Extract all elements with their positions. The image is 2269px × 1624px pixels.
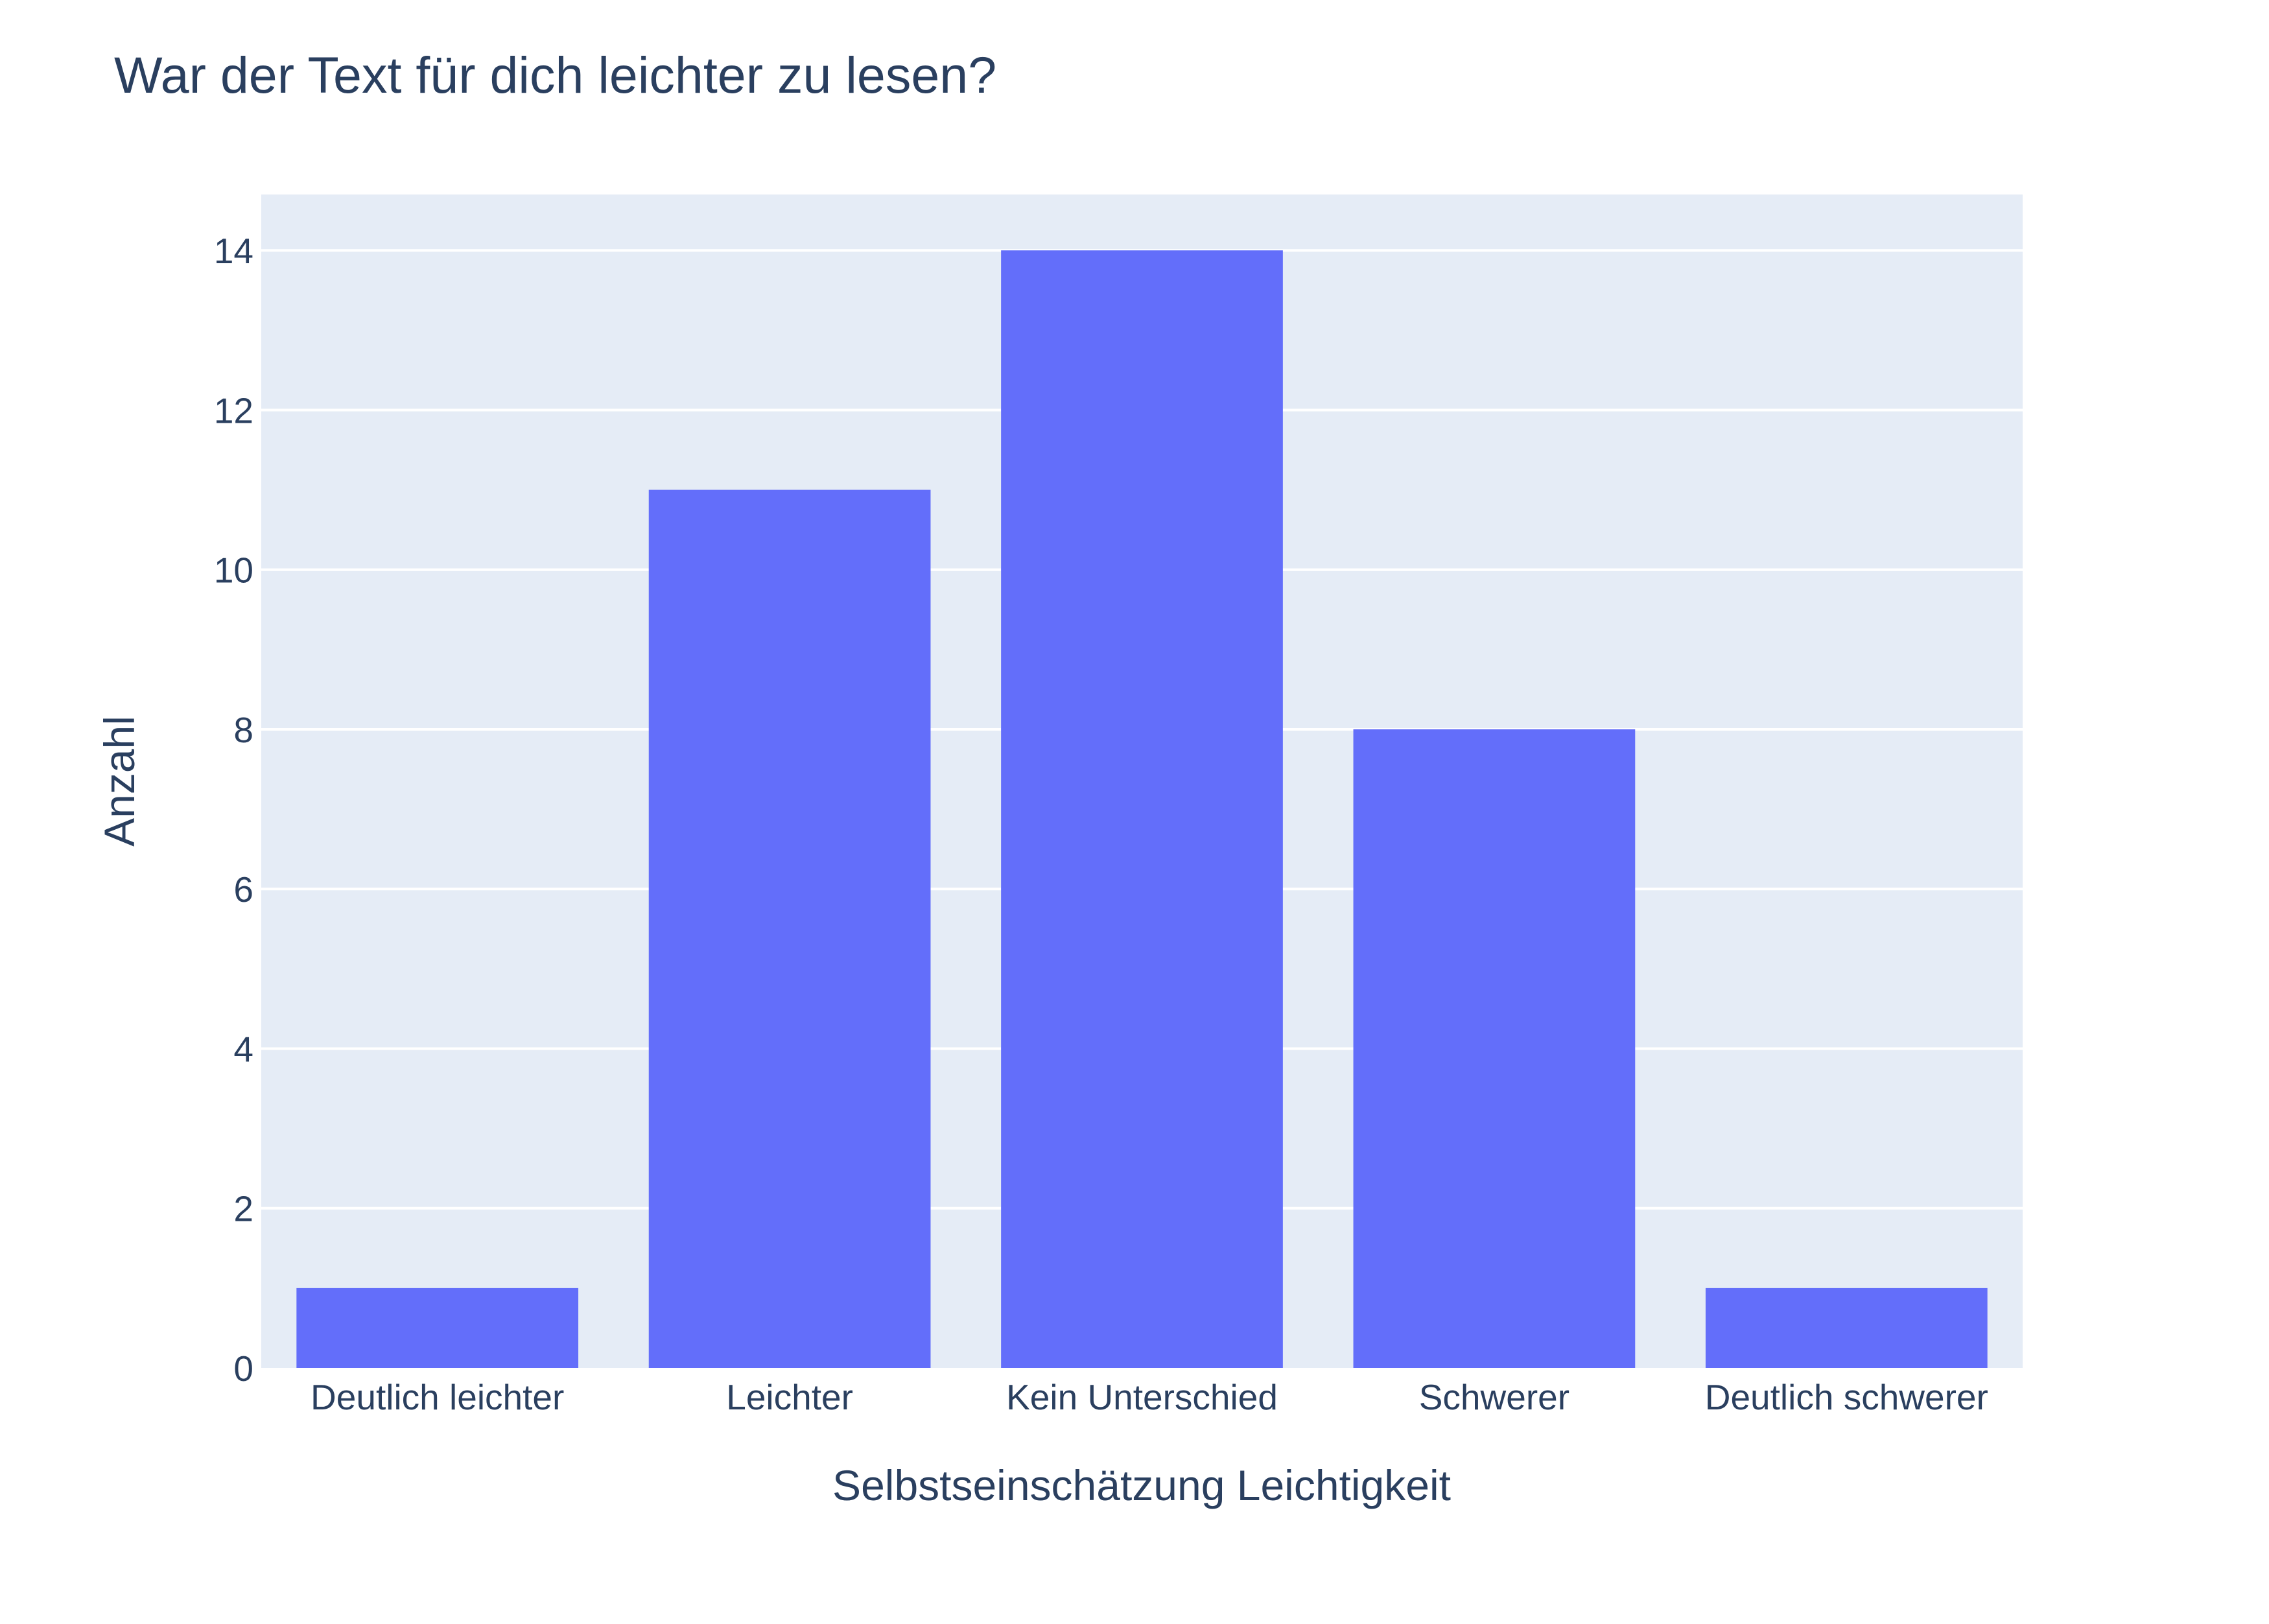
x-tick-label: Leichter — [726, 1377, 853, 1417]
x-tick-labels: Deutlich leichter Leichter Kein Unterschie… — [311, 1377, 1988, 1417]
x-tick-label: Deutlich schwerer — [1705, 1377, 1988, 1417]
y-tick-label: 12 — [214, 390, 253, 430]
y-tick-label: 4 — [233, 1029, 253, 1069]
x-tick-label: Deutlich leichter — [311, 1377, 564, 1417]
bar-schwerer — [1353, 729, 1636, 1368]
y-axis-title: Anzahl — [95, 716, 143, 847]
bar-leichter — [648, 489, 931, 1368]
y-tick-label: 10 — [214, 550, 253, 591]
bar-deutlich-schwerer — [1705, 1288, 1988, 1368]
bar-kein-unterschied — [1001, 250, 1283, 1369]
bars — [296, 250, 1988, 1369]
x-axis-title: Selbstseinschätzung Leichtigkeit — [832, 1461, 1451, 1509]
x-tick-label: Kein Unterschied — [1006, 1377, 1278, 1417]
y-tick-labels: 0 2 4 6 8 10 12 14 — [214, 231, 253, 1389]
y-tick-label: 14 — [214, 231, 253, 271]
chart-title: War der Text für dich leichter zu lesen? — [114, 46, 996, 104]
bar-deutlich-leichter — [296, 1288, 579, 1368]
x-tick-label: Schwerer — [1419, 1377, 1569, 1417]
y-tick-label: 0 — [233, 1348, 253, 1389]
y-tick-label: 8 — [233, 710, 253, 750]
y-tick-label: 6 — [233, 869, 253, 910]
y-tick-label: 2 — [233, 1189, 253, 1229]
